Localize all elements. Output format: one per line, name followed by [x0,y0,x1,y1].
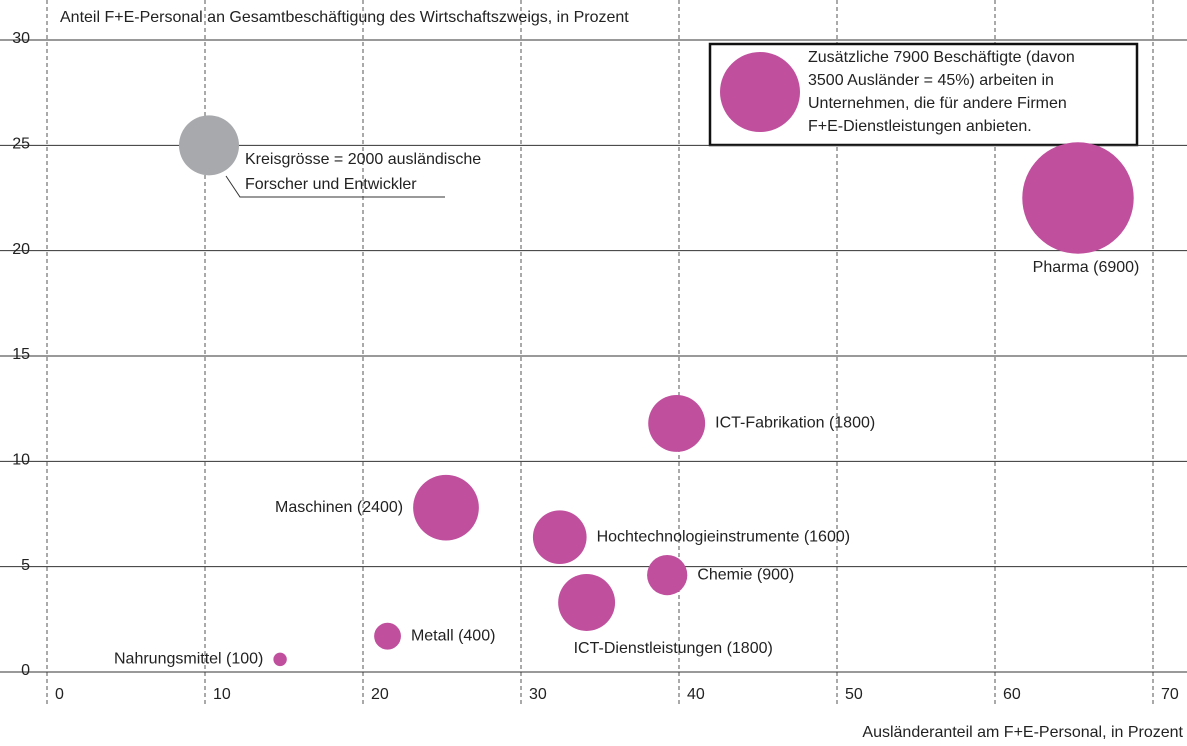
bubble-label: Metall (400) [411,627,495,644]
note-line: 3500 Ausländer = 45%) arbeiten in [808,72,1054,89]
y-axis-title: Anteil F+E-Personal an Gesamtbeschäftigu… [60,9,629,26]
note-line: F+E-Dienstleistungen anbieten. [808,118,1032,135]
y-tick-label: 30 [12,30,30,47]
y-tick-label: 25 [12,136,30,153]
y-tick-label: 20 [12,241,30,258]
bubble [1022,142,1134,254]
x-tick-label: 40 [687,686,705,703]
legend-leader [225,175,445,198]
x-tick-label: 20 [371,686,389,703]
x-tick-label: 60 [1003,686,1021,703]
bubble [273,652,287,667]
size-legend-line: Forscher und Entwickler [245,176,417,193]
x-axis-title: Ausländeranteil am F+E-Personal, in Proz… [862,724,1183,741]
bubble [532,510,587,565]
bubble [374,622,401,650]
bubble-label: ICT-Fabrikation (1800) [715,415,875,432]
y-tick-label: 0 [21,662,30,679]
bubble-label: Maschinen (2400) [275,499,403,516]
bubble [413,474,479,541]
y-tick-label: 15 [12,346,30,363]
bubble-label: Chemie (900) [697,566,794,583]
bubble [648,394,706,452]
x-tick-label: 70 [1161,686,1179,703]
size-legend-line: Kreisgrösse = 2000 ausländische [245,151,481,168]
x-tick-label: 0 [55,686,64,703]
bubble-label: Hochtechnologieinstrumente (1600) [597,528,850,545]
bubble-label: ICT-Dienstleistungen (1800) [574,640,773,657]
bubble-label: Pharma (6900) [1033,259,1140,276]
x-tick-label: 30 [529,686,547,703]
note-bubble [720,52,800,132]
note-line: Unternehmen, die für andere Firmen [808,95,1067,112]
y-tick-label: 10 [12,452,30,469]
size-legend-bubble [179,115,239,176]
note-line: Zusätzliche 7900 Beschäftigte (davon [808,49,1075,66]
bubble-label: Nahrungsmittel (100) [114,651,263,668]
bubble [558,574,616,631]
x-tick-label: 50 [845,686,863,703]
bubble [647,554,688,596]
x-tick-label: 10 [213,686,231,703]
y-tick-label: 5 [21,557,30,574]
